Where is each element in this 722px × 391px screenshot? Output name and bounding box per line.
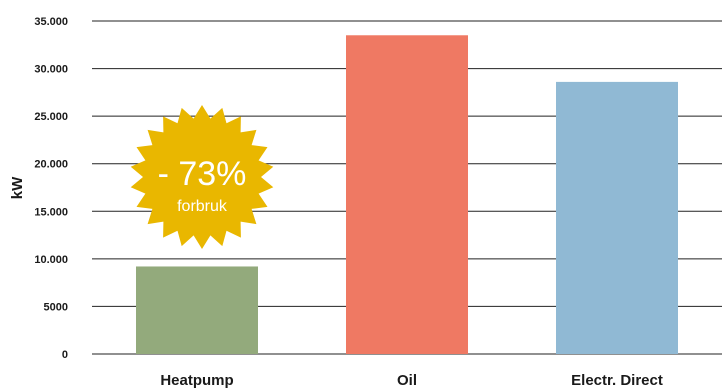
bar-oil	[346, 35, 468, 355]
y-tick-label: 25.000	[34, 111, 68, 123]
reduction-badge: - 73% forbruk	[130, 105, 274, 249]
y-axis-ticks: 0 5000 10.000 15.000 20.000 25.000 30.000 35.00…	[34, 16, 68, 361]
x-category-label: Heatpump	[160, 372, 233, 389]
y-tick-label: 15.000	[34, 206, 68, 218]
badge-percent-text: - 73%	[158, 155, 247, 193]
badge-caption-text: forbruk	[177, 198, 228, 215]
x-category-label: Electr. Direct	[571, 372, 663, 389]
y-tick-label: 30.000	[34, 64, 68, 76]
x-axis-labels: Heatpump Oil Electr. Direct	[160, 372, 663, 389]
y-tick-label: 35.000	[34, 16, 68, 28]
starburst-shape	[130, 105, 274, 249]
y-tick-label: 20.000	[34, 159, 68, 171]
y-tick-label: 5000	[44, 301, 68, 313]
bar-electr-direct	[556, 81, 678, 355]
bar-heatpump	[136, 266, 258, 354]
bars	[136, 35, 678, 355]
x-category-label: Oil	[397, 372, 417, 389]
y-tick-label: 0	[62, 349, 68, 361]
y-tick-label: 10.000	[34, 254, 68, 266]
y-axis-title: kW	[9, 176, 26, 199]
